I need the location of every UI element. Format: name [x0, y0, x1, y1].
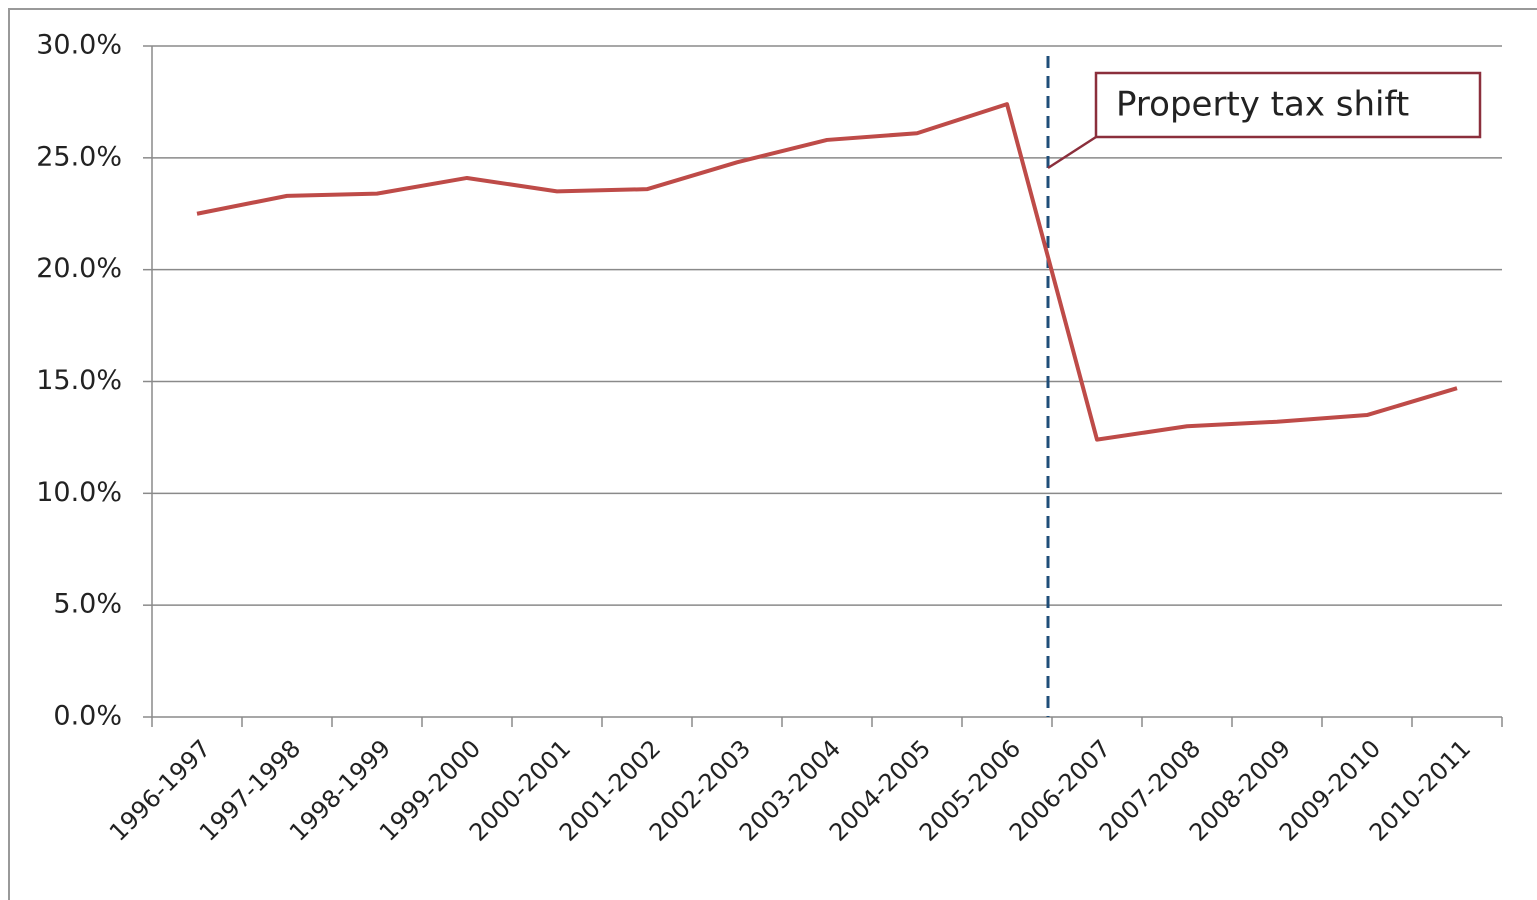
- y-tick-label: 20.0%: [36, 253, 122, 284]
- data-line: [196, 102, 1458, 442]
- y-tick-label: 10.0%: [36, 477, 122, 508]
- chart-frame: [8, 8, 1537, 900]
- y-tick-label: 15.0%: [36, 365, 122, 396]
- annotation-text: Property tax shift: [1116, 85, 1409, 125]
- y-tick-label: 30.0%: [36, 30, 122, 61]
- y-tick-label: 25.0%: [36, 141, 122, 172]
- annotation-connector: [1047, 135, 1097, 170]
- y-tick-label: 0.0%: [53, 701, 122, 732]
- y-tick-label: 5.0%: [53, 589, 122, 620]
- annotation-box: [1094, 71, 1482, 139]
